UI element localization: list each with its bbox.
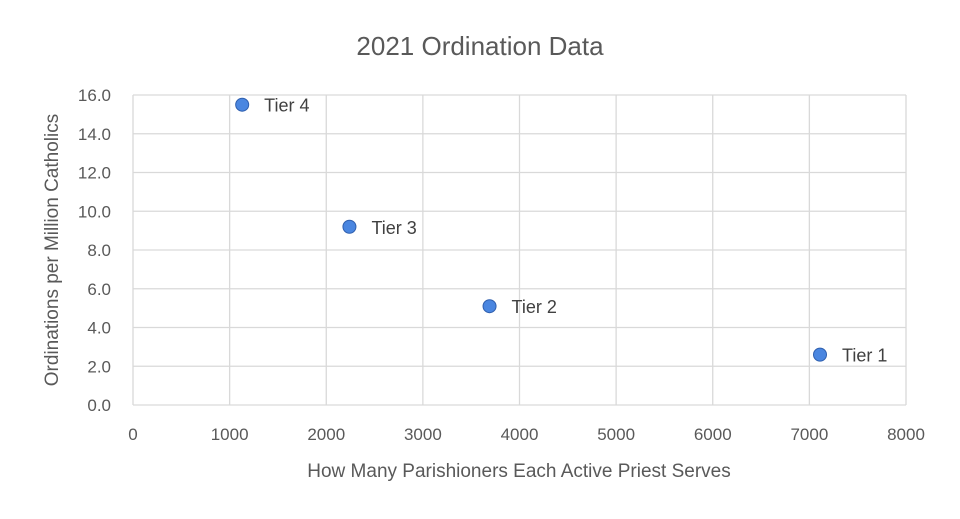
x-tick-label: 4000 — [501, 425, 539, 444]
x-tick-label: 5000 — [597, 425, 635, 444]
y-tick-label: 8.0 — [87, 241, 111, 260]
data-label: Tier 2 — [512, 297, 557, 317]
y-tick-label: 16.0 — [78, 86, 111, 105]
data-point — [342, 219, 357, 234]
data-label: Tier 3 — [371, 218, 416, 238]
y-tick-label: 12.0 — [78, 164, 111, 183]
x-tick-label: 0 — [128, 425, 137, 444]
x-axis-label: How Many Parishioners Each Active Priest… — [307, 461, 730, 482]
x-tick-label: 6000 — [694, 425, 732, 444]
y-tick-label: 4.0 — [87, 319, 111, 338]
x-tick-label: 8000 — [887, 425, 925, 444]
data-point — [482, 299, 497, 314]
y-tick-label: 0.0 — [87, 396, 111, 415]
data-point — [813, 347, 828, 362]
y-tick-label: 10.0 — [78, 202, 111, 221]
y-axis-label: Ordinations per Million Catholics — [42, 114, 63, 386]
x-tick-label: 7000 — [790, 425, 828, 444]
chart-title: 2021 Ordination Data — [356, 31, 604, 61]
x-axis-ticks: 0 1000 2000 3000 4000 5000 6000 7000 8000 — [128, 425, 925, 444]
y-tick-label: 6.0 — [87, 280, 111, 299]
y-tick-label: 14.0 — [78, 125, 111, 144]
x-tick-label: 2000 — [307, 425, 345, 444]
gridlines — [132, 94, 907, 406]
x-tick-label: 1000 — [211, 425, 249, 444]
data-points — [235, 97, 828, 362]
data-label: Tier 1 — [842, 346, 887, 366]
y-axis-ticks: 0.0 2.0 4.0 6.0 8.0 10.0 12.0 14.0 16.0 — [78, 86, 111, 415]
data-point — [235, 97, 250, 112]
data-label: Tier 4 — [264, 96, 309, 116]
data-labels: Tier 4 Tier 3 Tier 2 Tier 1 — [264, 96, 887, 366]
y-tick-label: 2.0 — [87, 357, 111, 376]
x-tick-label: 3000 — [404, 425, 442, 444]
